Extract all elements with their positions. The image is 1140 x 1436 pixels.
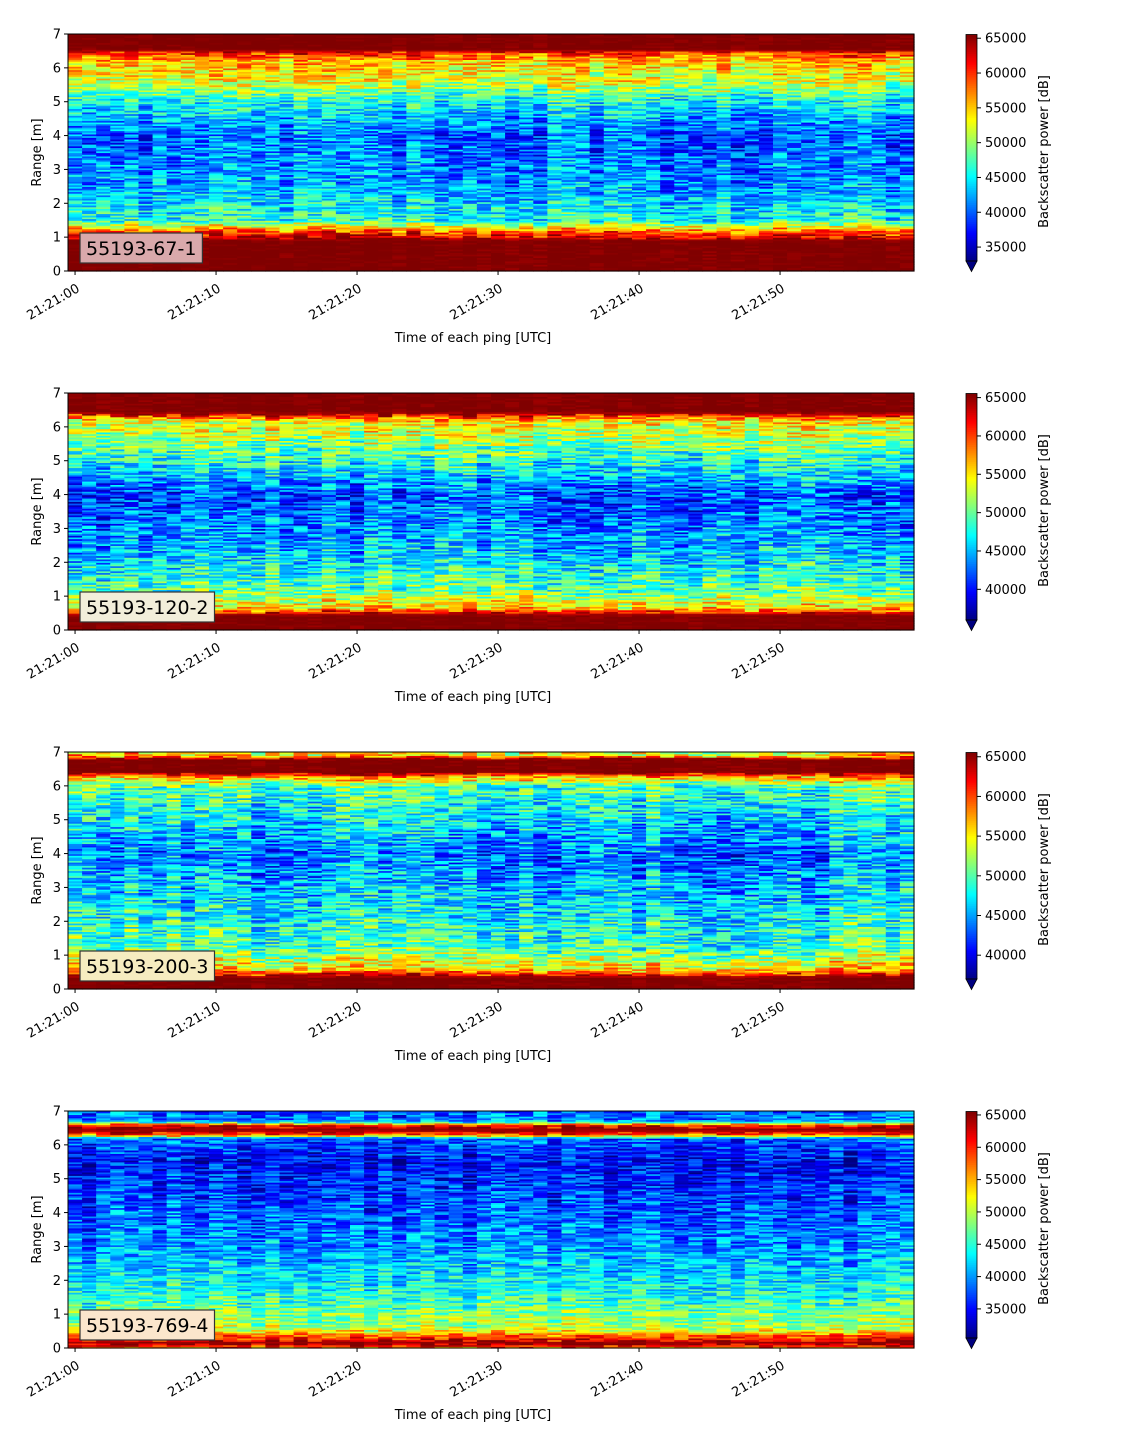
- panel-1: 0123456721:21:00 21:21:10 21:21:20 21:21:30…: [25, 28, 1052, 347]
